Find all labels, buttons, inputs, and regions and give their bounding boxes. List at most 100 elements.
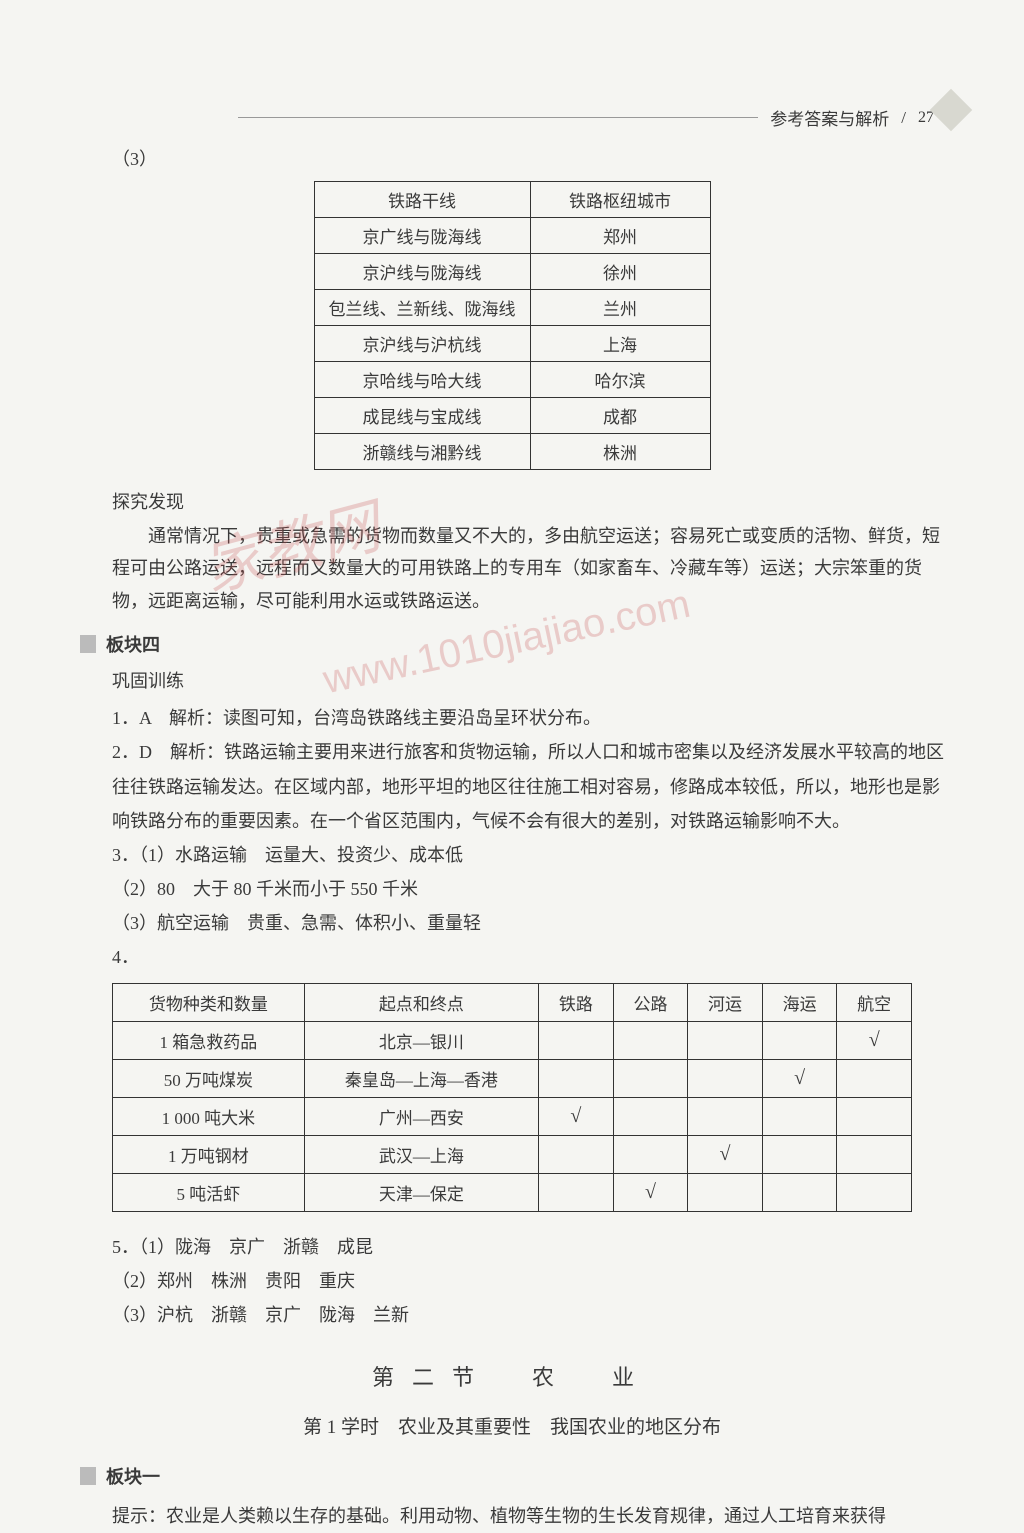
table-row: 1 000 吨大米 广州—西安 √ <box>113 1097 912 1135</box>
block1-marker: 板块一 <box>80 1463 944 1489</box>
table-cell: 成昆线与宝成线 <box>314 398 530 434</box>
table-cell: 武汉—上海 <box>304 1135 538 1173</box>
answer-5-1: 5．（1）陇海 京广 浙赣 成昆 <box>80 1230 944 1264</box>
answer-2-text: 2．D 解析：铁路运输主要用来进行旅客和货物运输，所以人口和城市密集以及经济发展… <box>112 742 944 830</box>
header-line <box>238 117 758 118</box>
table-cell: √ <box>762 1059 837 1097</box>
transport-selection-table: 货物种类和数量 起点和终点 铁路 公路 河运 海运 航空 1 箱急救药品 北京—… <box>112 983 912 1212</box>
table-row: 货物种类和数量 起点和终点 铁路 公路 河运 海运 航空 <box>113 983 912 1021</box>
answer-5-2: （2）郑州 株洲 贵阳 重庆 <box>80 1264 944 1298</box>
table-cell: 株洲 <box>530 434 710 470</box>
table-row: 50 万吨煤炭 秦皇岛—上海—香港 √ <box>113 1059 912 1097</box>
table-cell: 1 000 吨大米 <box>113 1097 305 1135</box>
table-cell: 广州—西安 <box>304 1097 538 1135</box>
table-cell <box>837 1097 912 1135</box>
answer-2: 2．D 解析：铁路运输主要用来进行旅客和货物运输，所以人口和城市密集以及经济发展… <box>80 735 944 838</box>
table-cell <box>762 1173 837 1211</box>
table-header-cell: 起点和终点 <box>304 983 538 1021</box>
page-header: 参考答案与解析 / 27 <box>238 105 934 130</box>
table-cell: 浙赣线与湘黔线 <box>314 434 530 470</box>
table-cell: √ <box>539 1097 614 1135</box>
table-cell <box>613 1059 688 1097</box>
block-bar-icon <box>80 635 96 653</box>
answer-3-2: （2）80 大于 80 千米而小于 550 千米 <box>80 872 944 906</box>
table-cell <box>688 1173 763 1211</box>
table-cell <box>837 1173 912 1211</box>
table-cell <box>688 1097 763 1135</box>
table-cell <box>762 1135 837 1173</box>
table-cell: 郑州 <box>530 218 710 254</box>
answer-3-1: 3．（1）水路运输 运量大、投资少、成本低 <box>80 838 944 872</box>
table-row: 5 吨活虾 天津—保定 √ <box>113 1173 912 1211</box>
table-cell: 5 吨活虾 <box>113 1173 305 1211</box>
table-cell: 包兰线、兰新线、陇海线 <box>314 290 530 326</box>
table-header-cell: 货物种类和数量 <box>113 983 305 1021</box>
header-title: 参考答案与解析 <box>770 105 889 130</box>
table-cell: 京沪线与陇海线 <box>314 254 530 290</box>
answer-1: 1．A 解析：读图可知，台湾岛铁路线主要沿岛呈环状分布。 <box>80 701 944 735</box>
table-row: 京哈线与哈大线 哈尔滨 <box>314 362 710 398</box>
section2-subtitle: 第 1 学时 农业及其重要性 我国农业的地区分布 <box>80 1412 944 1439</box>
table-cell <box>539 1059 614 1097</box>
table-cell: 京哈线与哈大线 <box>314 362 530 398</box>
table-cell <box>762 1021 837 1059</box>
page-content: （3） 铁路干线 铁路枢纽城市 京广线与陇海线 郑州 京沪线与陇海线 徐州 包兰… <box>80 145 944 1533</box>
section2-title: 第二节 农 业 <box>80 1360 944 1392</box>
table-cell: 兰州 <box>530 290 710 326</box>
table-cell <box>613 1097 688 1135</box>
question-3-label: （3） <box>80 145 944 171</box>
table-cell: 上海 <box>530 326 710 362</box>
table-row: 京沪线与陇海线 徐州 <box>314 254 710 290</box>
corner-mark <box>930 89 972 131</box>
block4-marker: 板块四 <box>80 631 944 657</box>
table-cell: 1 箱急救药品 <box>113 1021 305 1059</box>
table-header-cell: 铁路枢纽城市 <box>530 182 710 218</box>
table-cell <box>613 1021 688 1059</box>
answer-5-3: （3）沪杭 浙赣 京广 陇海 兰新 <box>80 1298 944 1332</box>
table-row: 1 箱急救药品 北京—银川 √ <box>113 1021 912 1059</box>
block1-label: 板块一 <box>106 1463 160 1489</box>
table2-container: 货物种类和数量 起点和终点 铁路 公路 河运 海运 航空 1 箱急救药品 北京—… <box>80 983 944 1212</box>
table-cell: √ <box>837 1021 912 1059</box>
header-separator: / <box>901 108 906 128</box>
answer-4-label: 4． <box>80 940 944 974</box>
answer-3-3: （3）航空运输 贵重、急需、体积小、重量轻 <box>80 906 944 940</box>
table-cell: 50 万吨煤炭 <box>113 1059 305 1097</box>
table-cell: 京沪线与沪杭线 <box>314 326 530 362</box>
table-header-cell: 航空 <box>837 983 912 1021</box>
table-cell <box>539 1135 614 1173</box>
table-cell: 1 万吨钢材 <box>113 1135 305 1173</box>
explore-text-content: 通常情况下，贵重或急需的货物而数量又不大的，多由航空运送；容易死亡或变质的活物、… <box>112 526 940 611</box>
table-header-cell: 铁路干线 <box>314 182 530 218</box>
table-row: 铁路干线 铁路枢纽城市 <box>314 182 710 218</box>
table-cell <box>837 1135 912 1173</box>
explore-label: 探究发现 <box>80 488 944 514</box>
table-header-cell: 海运 <box>762 983 837 1021</box>
table-cell <box>539 1021 614 1059</box>
table-cell <box>613 1135 688 1173</box>
block4-sublabel: 巩固训练 <box>80 667 944 693</box>
block1-text: 提示：农业是人类赖以生存的基础。利用动物、植物等生物的生长发育规律，通过人工培育… <box>80 1499 944 1533</box>
table-cell: 成都 <box>530 398 710 434</box>
block-bar-icon <box>80 1467 96 1485</box>
table-row: 1 万吨钢材 武汉—上海 √ <box>113 1135 912 1173</box>
table-row: 京沪线与沪杭线 上海 <box>314 326 710 362</box>
railway-hub-table: 铁路干线 铁路枢纽城市 京广线与陇海线 郑州 京沪线与陇海线 徐州 包兰线、兰新… <box>314 181 711 470</box>
table-header-cell: 公路 <box>613 983 688 1021</box>
table-cell: √ <box>688 1135 763 1173</box>
table-cell <box>539 1173 614 1211</box>
table-row: 浙赣线与湘黔线 株洲 <box>314 434 710 470</box>
table-header-cell: 铁路 <box>539 983 614 1021</box>
table-row: 京广线与陇海线 郑州 <box>314 218 710 254</box>
table1-container: 铁路干线 铁路枢纽城市 京广线与陇海线 郑州 京沪线与陇海线 徐州 包兰线、兰新… <box>80 181 944 470</box>
block4-label: 板块四 <box>106 631 160 657</box>
table-header-cell: 河运 <box>688 983 763 1021</box>
table-row: 包兰线、兰新线、陇海线 兰州 <box>314 290 710 326</box>
table-cell: √ <box>613 1173 688 1211</box>
table-cell: 天津—保定 <box>304 1173 538 1211</box>
table-cell: 徐州 <box>530 254 710 290</box>
explore-text: 通常情况下，贵重或急需的货物而数量又不大的，多由航空运送；容易死亡或变质的活物、… <box>80 520 944 617</box>
table-cell <box>688 1059 763 1097</box>
table-cell: 哈尔滨 <box>530 362 710 398</box>
table-row: 成昆线与宝成线 成都 <box>314 398 710 434</box>
